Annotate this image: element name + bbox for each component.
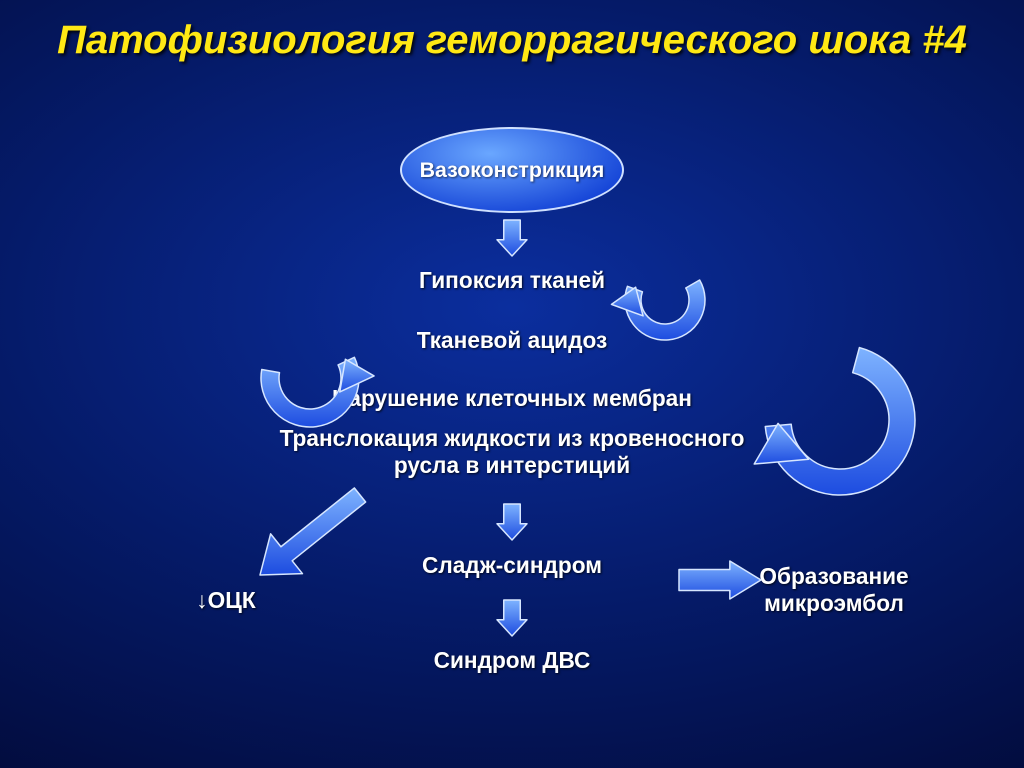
arrow-a2 — [497, 504, 527, 540]
arrows-layer — [0, 0, 1024, 768]
arrow-a3 — [497, 600, 527, 636]
arrow-a5 — [679, 561, 761, 599]
arrow-a1 — [497, 220, 527, 256]
slide-layer: Патофизиология геморрагического шока #4В… — [0, 0, 1024, 768]
arrow-a4 — [260, 488, 366, 575]
arrow-curl_big-body — [765, 348, 915, 495]
arrow-curl_big-head — [754, 423, 808, 464]
